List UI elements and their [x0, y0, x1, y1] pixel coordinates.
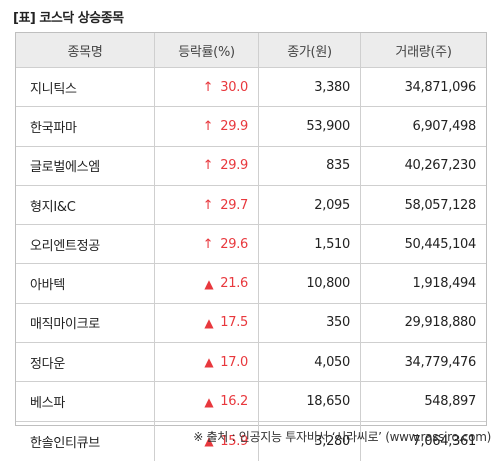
close-price: 4,050	[259, 343, 361, 382]
rate-value: 21.6	[220, 276, 248, 292]
rate-value: 29.9	[220, 118, 248, 134]
rate-value: 15.9	[220, 433, 248, 449]
close-price: 53,900	[259, 107, 361, 146]
change-rate: ▲ 17.0	[204, 355, 248, 370]
header-stock-name: 종목명	[16, 33, 155, 67]
change-rate-cell: ↑ 29.7	[155, 185, 259, 225]
volume: 34,871,096	[404, 79, 477, 95]
table-row: 베스파 ▲ 16.2 18,650 548,897	[16, 382, 486, 422]
volume: 34,779,476	[404, 354, 477, 370]
up-arrow-icon: ↑	[202, 236, 214, 252]
volume: 6,907,498	[412, 118, 477, 134]
close-price: 835	[259, 146, 361, 185]
volume: 7,064,361	[412, 433, 477, 449]
change-rate-cell: ▲ 16.2	[155, 382, 259, 421]
change-rate-cell: ↑ 30.0	[155, 68, 259, 107]
up-arrow-icon: ↑	[202, 79, 214, 95]
change-rate-cell: ↑ 29.9	[155, 107, 259, 146]
change-rate-cell: ▲ 15.9	[155, 421, 259, 461]
volume: 40,267,230	[404, 158, 477, 174]
table-row: 오리엔트정공 ↑ 29.6 1,510 50,445,104	[16, 225, 486, 265]
change-rate-cell: ▲ 21.6	[155, 264, 259, 303]
table-row: 형지I&C ↑ 29.7 2,095 58,057,128	[16, 185, 486, 226]
table-body: 지니틱스 ↑ 30.0 3,380 34,871,096 한국파마 ↑ 29.9 53,900 6…	[16, 68, 486, 461]
change-rate: ↑ 29.9	[202, 118, 249, 134]
change-rate: ▲ 16.2	[204, 394, 248, 409]
table-row: 글로벌에스엠 ↑ 29.9 835 40,267,230	[16, 146, 486, 186]
table-row: 지니틱스 ↑ 30.0 3,380 34,871,096	[16, 68, 486, 108]
close-price: 3,280	[259, 421, 361, 461]
up-arrow-icon: ↑	[202, 197, 214, 213]
close-price: 2,095	[259, 185, 361, 225]
close-price: 350	[259, 303, 361, 343]
change-rate: ▲ 15.9	[204, 434, 248, 449]
close-price: 18,650	[259, 382, 361, 421]
stock-table: 종목명 등락률(%) 종가(원) 거래량(주) 지니틱스 ↑ 30.0 3,380 34…	[15, 32, 487, 461]
up-triangle-icon: ▲	[204, 434, 214, 449]
stock-name: 아바텍	[16, 264, 155, 303]
stock-name: 지니틱스	[16, 68, 155, 107]
header-volume: 거래량(주)	[395, 44, 452, 60]
rate-value: 29.6	[220, 236, 248, 252]
stock-name: 매직마이크로	[16, 303, 155, 343]
change-rate: ↑ 30.0	[202, 79, 249, 95]
rate-value: 16.2	[220, 394, 248, 410]
rate-value: 29.9	[220, 158, 248, 174]
volume: 1,918,494	[412, 276, 477, 292]
change-rate: ↑ 29.9	[202, 158, 249, 174]
change-rate: ↑ 29.6	[202, 236, 249, 252]
rate-value: 17.5	[220, 315, 248, 331]
table-row: 매직마이크로 ▲ 17.5 350 29,918,880	[16, 303, 486, 344]
up-triangle-icon: ▲	[204, 276, 214, 291]
header-close-price: 종가(원)	[259, 33, 361, 67]
up-triangle-icon: ▲	[204, 315, 214, 330]
rate-value: 17.0	[220, 354, 248, 370]
stock-name: 정다운	[16, 343, 155, 382]
close-price: 3,380	[259, 68, 361, 107]
up-triangle-icon: ▲	[204, 394, 214, 409]
rate-value: 29.7	[220, 197, 248, 213]
table-row: 한국파마 ↑ 29.9 53,900 6,907,498	[16, 107, 486, 147]
stock-name: 한국파마	[16, 107, 155, 146]
volume: 29,918,880	[404, 315, 477, 331]
header-change-rate: 등락률(%)	[155, 33, 259, 67]
stock-name: 베스파	[16, 382, 155, 421]
table-title: [표] 코스닥 상승종목	[13, 11, 124, 26]
source-note: ※ 출처 : 인공지능 투자비서 ‘시라씨로’ (www.rassiro.com…	[193, 430, 491, 444]
stock-name: 글로벌에스엠	[16, 146, 155, 185]
volume: 50,445,104	[404, 236, 477, 252]
change-rate-cell: ▲ 17.0	[155, 343, 259, 382]
table-row: 한솔인티큐브 ▲ 15.9 3,280 7,064,361	[16, 421, 486, 461]
rate-value: 30.0	[220, 79, 248, 95]
up-triangle-icon: ▲	[204, 355, 214, 370]
change-rate: ↑ 29.7	[202, 197, 249, 213]
close-price: 1,510	[259, 225, 361, 264]
stock-name: 형지I&C	[16, 185, 155, 225]
change-rate: ▲ 21.6	[204, 276, 248, 291]
table-header-row: 종목명 등락률(%) 종가(원) 거래량(주)	[16, 33, 486, 68]
close-price: 10,800	[259, 264, 361, 303]
stock-name: 오리엔트정공	[16, 225, 155, 264]
up-arrow-icon: ↑	[202, 158, 214, 174]
change-rate-cell: ↑ 29.6	[155, 225, 259, 264]
volume: 58,057,128	[404, 197, 477, 213]
volume: 548,897	[424, 394, 476, 410]
stock-name: 한솔인티큐브	[16, 421, 155, 461]
change-rate-cell: ↑ 29.9	[155, 146, 259, 185]
table-row: 정다운 ▲ 17.0 4,050 34,779,476	[16, 343, 486, 383]
change-rate: ▲ 17.5	[204, 315, 248, 330]
change-rate-cell: ▲ 17.5	[155, 303, 259, 343]
table-row: 아바텍 ▲ 21.6 10,800 1,918,494	[16, 264, 486, 304]
up-arrow-icon: ↑	[202, 118, 214, 134]
